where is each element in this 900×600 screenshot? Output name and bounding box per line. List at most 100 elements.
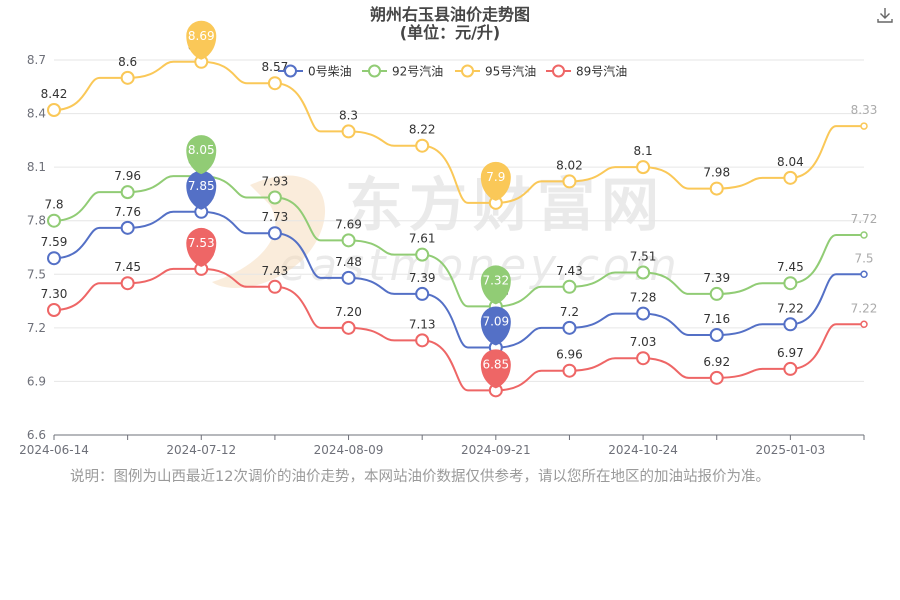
data-label: 8.33 (851, 103, 878, 117)
data-point (341, 233, 356, 248)
legend-marker (552, 64, 565, 78)
data-point (120, 185, 135, 200)
data-point (636, 160, 651, 175)
x-tick-label: 2024-06-14 (19, 443, 89, 457)
data-point (709, 286, 724, 301)
data-label: 8.3 (339, 108, 358, 122)
data-point (47, 103, 61, 117)
data-point (120, 70, 135, 85)
series-line (53, 175, 864, 308)
x-tick-label: 2024-07-12 (166, 443, 236, 457)
marker-pin-label: 7.53 (188, 236, 215, 250)
marker-pin-label: 8.69 (188, 29, 215, 43)
data-point (636, 265, 651, 280)
data-label: 7.59 (41, 235, 68, 249)
data-label: 8.22 (409, 123, 436, 137)
data-point (267, 190, 282, 205)
data-point (120, 276, 135, 291)
y-tick-label: 6.6 (27, 428, 46, 442)
download-icon[interactable] (876, 6, 894, 24)
data-point (267, 279, 282, 294)
data-label: 6.92 (703, 355, 730, 369)
data-label: 7.51 (630, 250, 657, 264)
data-point (709, 370, 724, 385)
data-point (47, 251, 61, 266)
watermark-logo (212, 175, 326, 288)
legend-marker (284, 64, 297, 78)
data-label: 8.42 (41, 87, 68, 101)
data-label: 7.45 (777, 260, 804, 274)
chart-note: 说明：图例为山西最近12次调价的油价走势，本网站油价数据仅供参考，请以您所在地区… (70, 469, 770, 485)
data-label: 7.22 (777, 301, 804, 315)
data-label: 7.8 (44, 198, 63, 212)
chart-title: 朔州右玉县油价走势图 (369, 5, 530, 24)
legend-label: 92号汽油 (392, 64, 443, 79)
data-label: 7.5 (854, 251, 873, 265)
data-label: 7.96 (114, 169, 141, 183)
data-point (47, 303, 61, 317)
series-line (53, 210, 864, 349)
legend-marker (368, 64, 381, 78)
data-point (783, 361, 798, 376)
marker-pin-label: 7.32 (482, 273, 509, 287)
marker-pin (480, 161, 511, 201)
legend-label: 0号柴油 (308, 65, 352, 79)
data-label: 7.39 (409, 271, 436, 285)
data-label: 7.73 (262, 210, 289, 224)
data-label: 8.04 (777, 155, 804, 169)
data-point (783, 276, 798, 291)
data-point (636, 351, 651, 366)
data-point (860, 122, 868, 130)
data-label: 7.03 (630, 335, 657, 349)
data-point (267, 76, 282, 91)
data-label: 7.48 (335, 255, 362, 269)
data-point (783, 317, 798, 332)
data-label: 7.16 (703, 312, 730, 326)
data-point (860, 320, 868, 329)
data-point (860, 270, 868, 279)
x-tick-label: 2025-01-03 (755, 443, 825, 457)
y-tick-label: 6.9 (27, 374, 46, 388)
data-label: 7.72 (851, 212, 878, 226)
marker-pin (186, 20, 217, 60)
data-point (636, 306, 651, 321)
data-point (709, 181, 724, 196)
data-label: 6.96 (556, 348, 583, 362)
data-label: 8.6 (118, 55, 137, 69)
marker-pin-label: 7.85 (188, 179, 215, 193)
data-label: 7.43 (556, 264, 583, 278)
data-label: 7.13 (409, 317, 436, 331)
data-label: 7.22 (851, 301, 878, 315)
legend-label: 95号汽油 (485, 64, 536, 79)
data-point (562, 279, 577, 294)
marker-pin-label: 7.9 (486, 170, 505, 184)
data-label: 7.76 (114, 205, 141, 219)
data-label: 7.61 (409, 232, 436, 246)
data-point (267, 226, 282, 241)
marker-pin-label: 8.05 (188, 143, 215, 157)
marker-pin (186, 135, 217, 175)
data-label: 7.2 (560, 305, 579, 319)
data-label: 7.28 (630, 291, 657, 305)
marker-pin (480, 349, 511, 389)
data-point (562, 320, 577, 335)
marker-pin-label: 6.85 (482, 357, 509, 371)
data-label: 6.97 (777, 346, 804, 360)
data-point (860, 231, 868, 239)
legend-label: 89号汽油 (576, 64, 627, 79)
y-tick-label: 8.4 (27, 107, 46, 121)
data-point (341, 320, 356, 335)
x-tick-label: 2024-09-21 (461, 443, 531, 457)
y-tick-label: 7.8 (27, 214, 46, 228)
data-point (415, 247, 430, 262)
chart-subtitle: (单位：元/升) (399, 23, 501, 42)
data-label: 7.39 (703, 271, 730, 285)
data-point (341, 124, 356, 139)
data-point (562, 174, 577, 189)
series-line (53, 267, 864, 392)
series-line (53, 60, 864, 204)
data-point (562, 363, 577, 378)
x-tick-label: 2024-10-24 (608, 443, 678, 457)
data-point (783, 170, 798, 185)
